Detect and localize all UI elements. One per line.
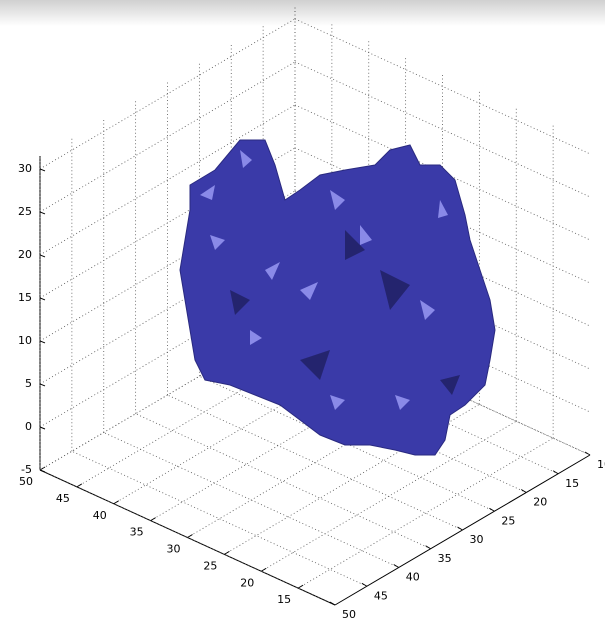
- tick-mark: [114, 501, 119, 504]
- tick-mark: [458, 527, 463, 530]
- tick-mark: [261, 568, 266, 571]
- tick-mark: [188, 535, 193, 538]
- tick-mark: [40, 341, 45, 343]
- z-tick-label: -5: [21, 463, 32, 476]
- x-tick-label: 40: [93, 509, 107, 522]
- tick-mark: [553, 471, 558, 474]
- x-tick-label: 35: [130, 526, 144, 539]
- z-tick-label: 30: [18, 162, 32, 175]
- tick-mark: [426, 546, 431, 549]
- tick-mark: [40, 470, 45, 472]
- y-tick-label: 40: [406, 571, 420, 584]
- x-tick-label: 20: [240, 576, 254, 589]
- tick-mark: [40, 255, 45, 257]
- grid-line: [298, 438, 553, 588]
- z-tick-label: 20: [18, 248, 32, 261]
- y-tick-label: 25: [501, 514, 515, 527]
- tick-mark: [40, 298, 45, 300]
- tick-mark: [585, 452, 590, 455]
- z-tick-label: 25: [18, 205, 32, 218]
- y-tick-label: 50: [342, 608, 356, 620]
- surface: [180, 140, 495, 455]
- grid-line: [72, 451, 367, 586]
- y-tick-label: 45: [374, 589, 388, 602]
- tick-mark: [40, 427, 45, 429]
- y-tick-label: 30: [470, 533, 484, 546]
- x-tick-label: 45: [56, 492, 70, 505]
- tick-mark: [362, 583, 367, 586]
- tick-mark: [521, 490, 526, 493]
- window-shade: [0, 0, 605, 26]
- page: {"chart_data": {"type": "surface3d", "xl…: [0, 0, 605, 620]
- y-tick-label: 35: [438, 552, 452, 565]
- tick-mark: [394, 565, 399, 568]
- z-tick-label: 10: [18, 334, 32, 347]
- y-tick-label: 20: [533, 496, 547, 509]
- y-tick-label: 10: [597, 458, 605, 471]
- x-tick-label: 25: [203, 559, 217, 572]
- x-tick-label: 15: [277, 593, 291, 606]
- z-tick-label: 5: [25, 377, 32, 390]
- tick-mark: [77, 484, 82, 487]
- y-tick-label: 15: [565, 477, 579, 490]
- z-tick-label: 15: [18, 291, 32, 304]
- tick-mark: [151, 518, 156, 521]
- tick-mark: [224, 551, 229, 554]
- tick-mark: [40, 384, 45, 386]
- tick-mark: [40, 169, 45, 171]
- x-tick-label: 30: [167, 543, 181, 556]
- chart: 1520253035404550101520253035404550-50510…: [0, 0, 605, 620]
- molecular-surface: [180, 140, 495, 455]
- tick-mark: [298, 585, 303, 588]
- x-tick-label: 50: [19, 475, 33, 488]
- tick-mark: [489, 508, 494, 511]
- z-tick-label: 0: [25, 420, 32, 433]
- tick-mark: [40, 212, 45, 214]
